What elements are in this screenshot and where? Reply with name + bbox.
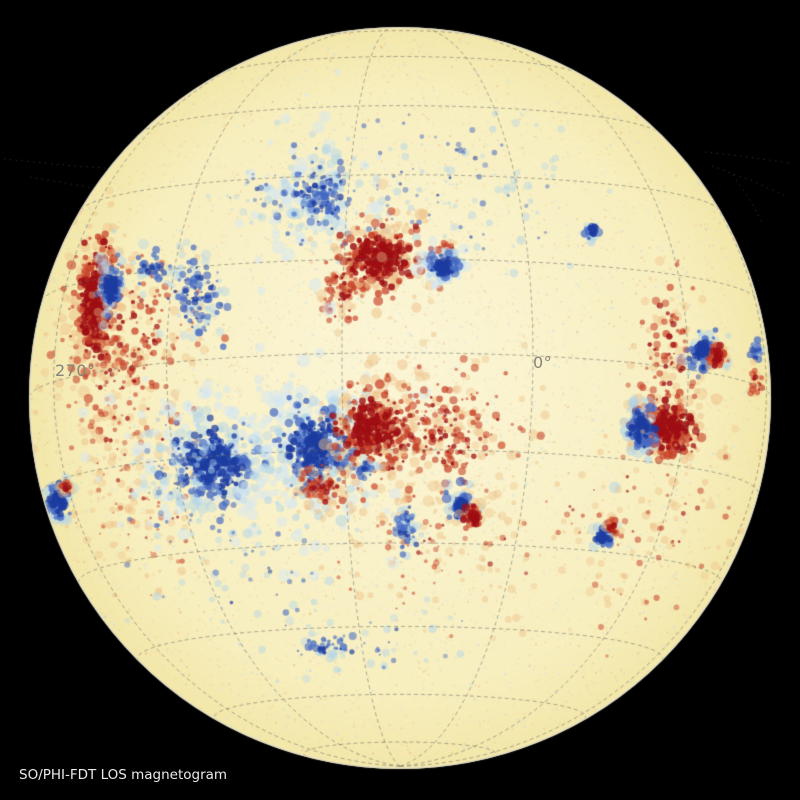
caption: SO/PHI-FDT LOS magnetogram 2025-02-14 UT… bbox=[19, 737, 275, 800]
longitude-label-270: 270° bbox=[55, 361, 96, 380]
caption-instrument: SO/PHI-FDT LOS magnetogram bbox=[19, 767, 228, 784]
longitude-label-0: 0° bbox=[533, 353, 553, 372]
